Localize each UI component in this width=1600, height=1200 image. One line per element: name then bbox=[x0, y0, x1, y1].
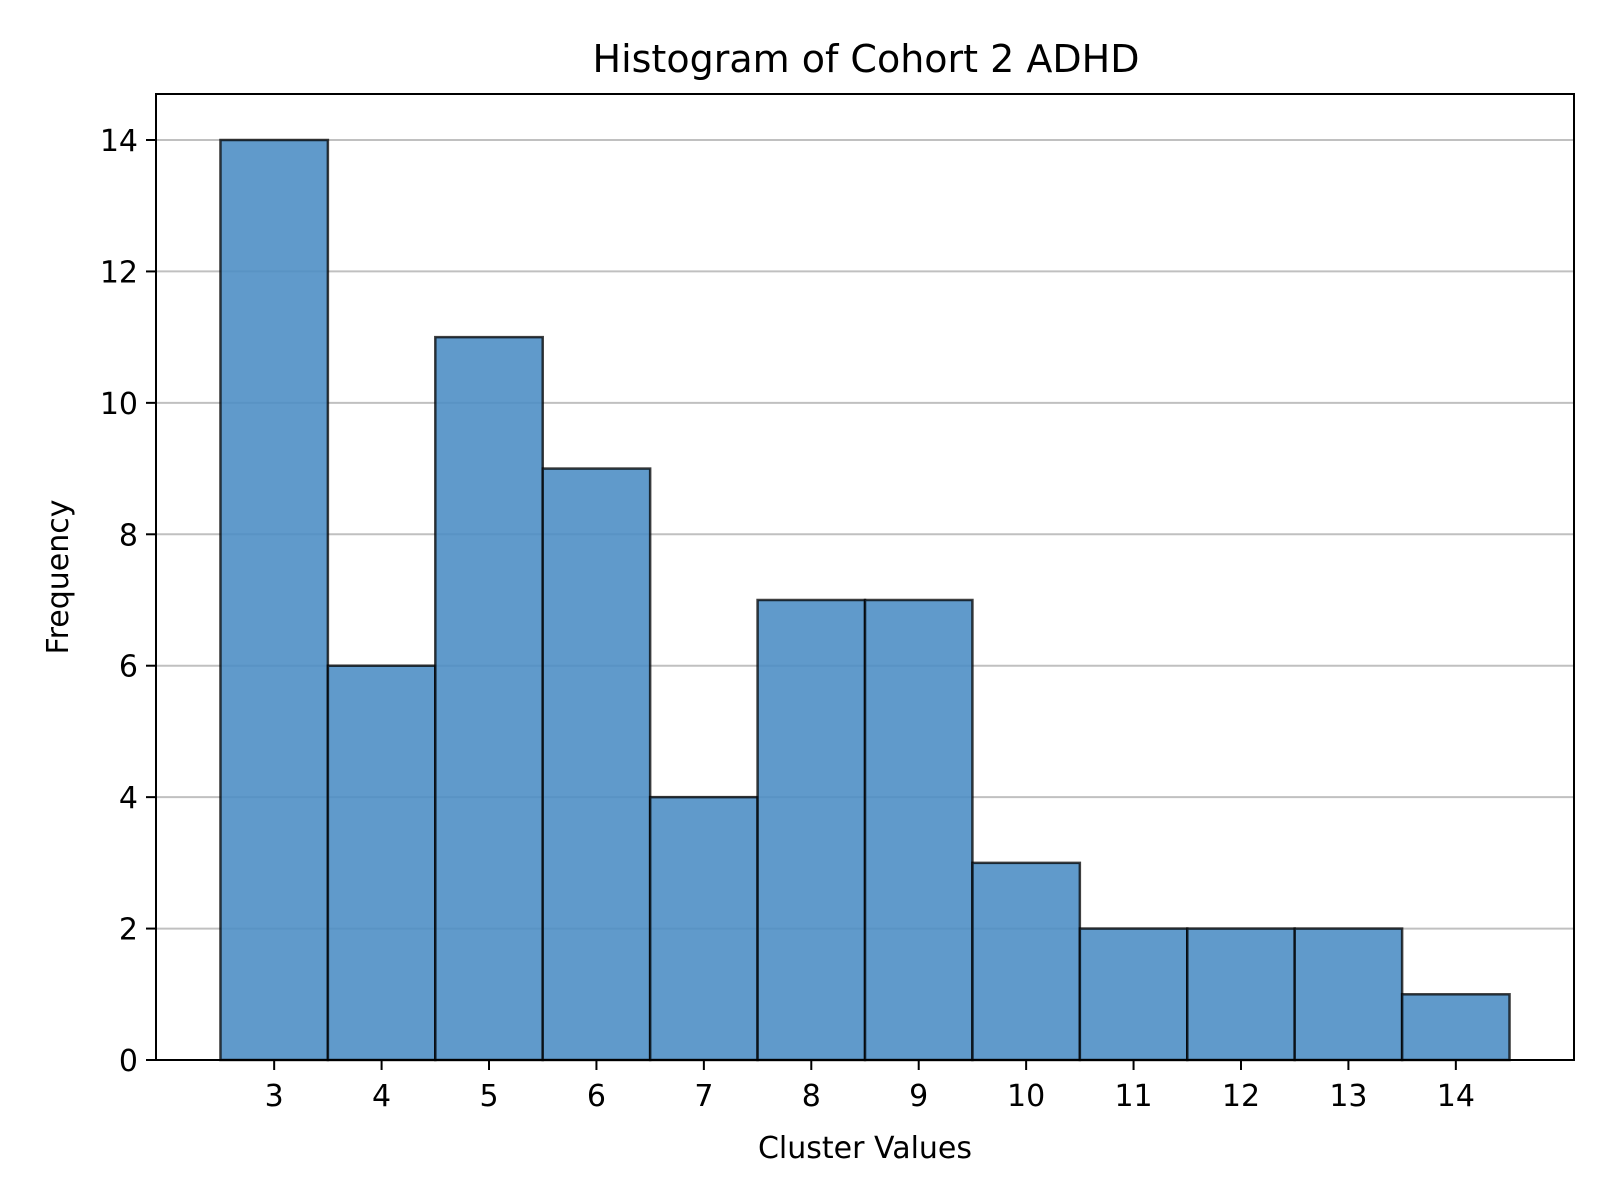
x-tick-label: 5 bbox=[479, 1079, 498, 1114]
bars bbox=[219, 138, 1511, 1062]
histogram-bar bbox=[1186, 927, 1296, 1062]
histogram-bar bbox=[434, 335, 544, 1062]
x-tick-label: 14 bbox=[1437, 1079, 1475, 1114]
x-tick-label: 8 bbox=[802, 1079, 821, 1114]
histogram-bar bbox=[756, 598, 867, 1062]
y-tick-label: 6 bbox=[119, 650, 138, 685]
x-axis-ticks: 3 4 5 6 7 8 9 10 11 12 13 14 bbox=[265, 1060, 1475, 1114]
histogram-bar bbox=[1078, 927, 1189, 1062]
x-tick-label: 4 bbox=[372, 1079, 391, 1114]
y-axis-label: Frequency bbox=[41, 500, 76, 655]
y-tick-label: 2 bbox=[119, 913, 138, 948]
plot-frame bbox=[155, 93, 1575, 1061]
histogram-bar bbox=[648, 795, 759, 1062]
histogram-bar bbox=[971, 861, 1082, 1062]
x-tick-label: 13 bbox=[1329, 1079, 1367, 1114]
y-axis-ticks: 0 2 4 6 8 10 12 14 bbox=[100, 124, 156, 1079]
x-tick-label: 12 bbox=[1222, 1079, 1260, 1114]
x-tick-label: 7 bbox=[694, 1079, 713, 1114]
x-tick-label: 3 bbox=[265, 1079, 284, 1114]
histogram-bar bbox=[1293, 927, 1404, 1062]
x-tick-label: 6 bbox=[587, 1079, 606, 1114]
y-tick-label: 0 bbox=[119, 1044, 138, 1079]
histogram-bar bbox=[541, 467, 652, 1062]
x-tick-label: 10 bbox=[1007, 1079, 1045, 1114]
y-tick-label: 10 bbox=[100, 387, 138, 422]
y-tick-label: 8 bbox=[119, 518, 138, 553]
x-tick-label: 9 bbox=[909, 1079, 928, 1114]
y-tick-label: 4 bbox=[119, 781, 138, 816]
histogram-bar bbox=[1400, 993, 1511, 1062]
chart-title: Histogram of Cohort 2 ADHD bbox=[593, 37, 1140, 81]
histogram-bar bbox=[219, 138, 330, 1062]
histogram-bar bbox=[863, 598, 974, 1062]
x-axis-label: Cluster Values bbox=[758, 1131, 972, 1166]
x-tick-label: 11 bbox=[1114, 1079, 1152, 1114]
histogram-bar bbox=[326, 664, 437, 1062]
y-tick-label: 12 bbox=[100, 255, 138, 290]
y-tick-label: 14 bbox=[100, 124, 138, 159]
